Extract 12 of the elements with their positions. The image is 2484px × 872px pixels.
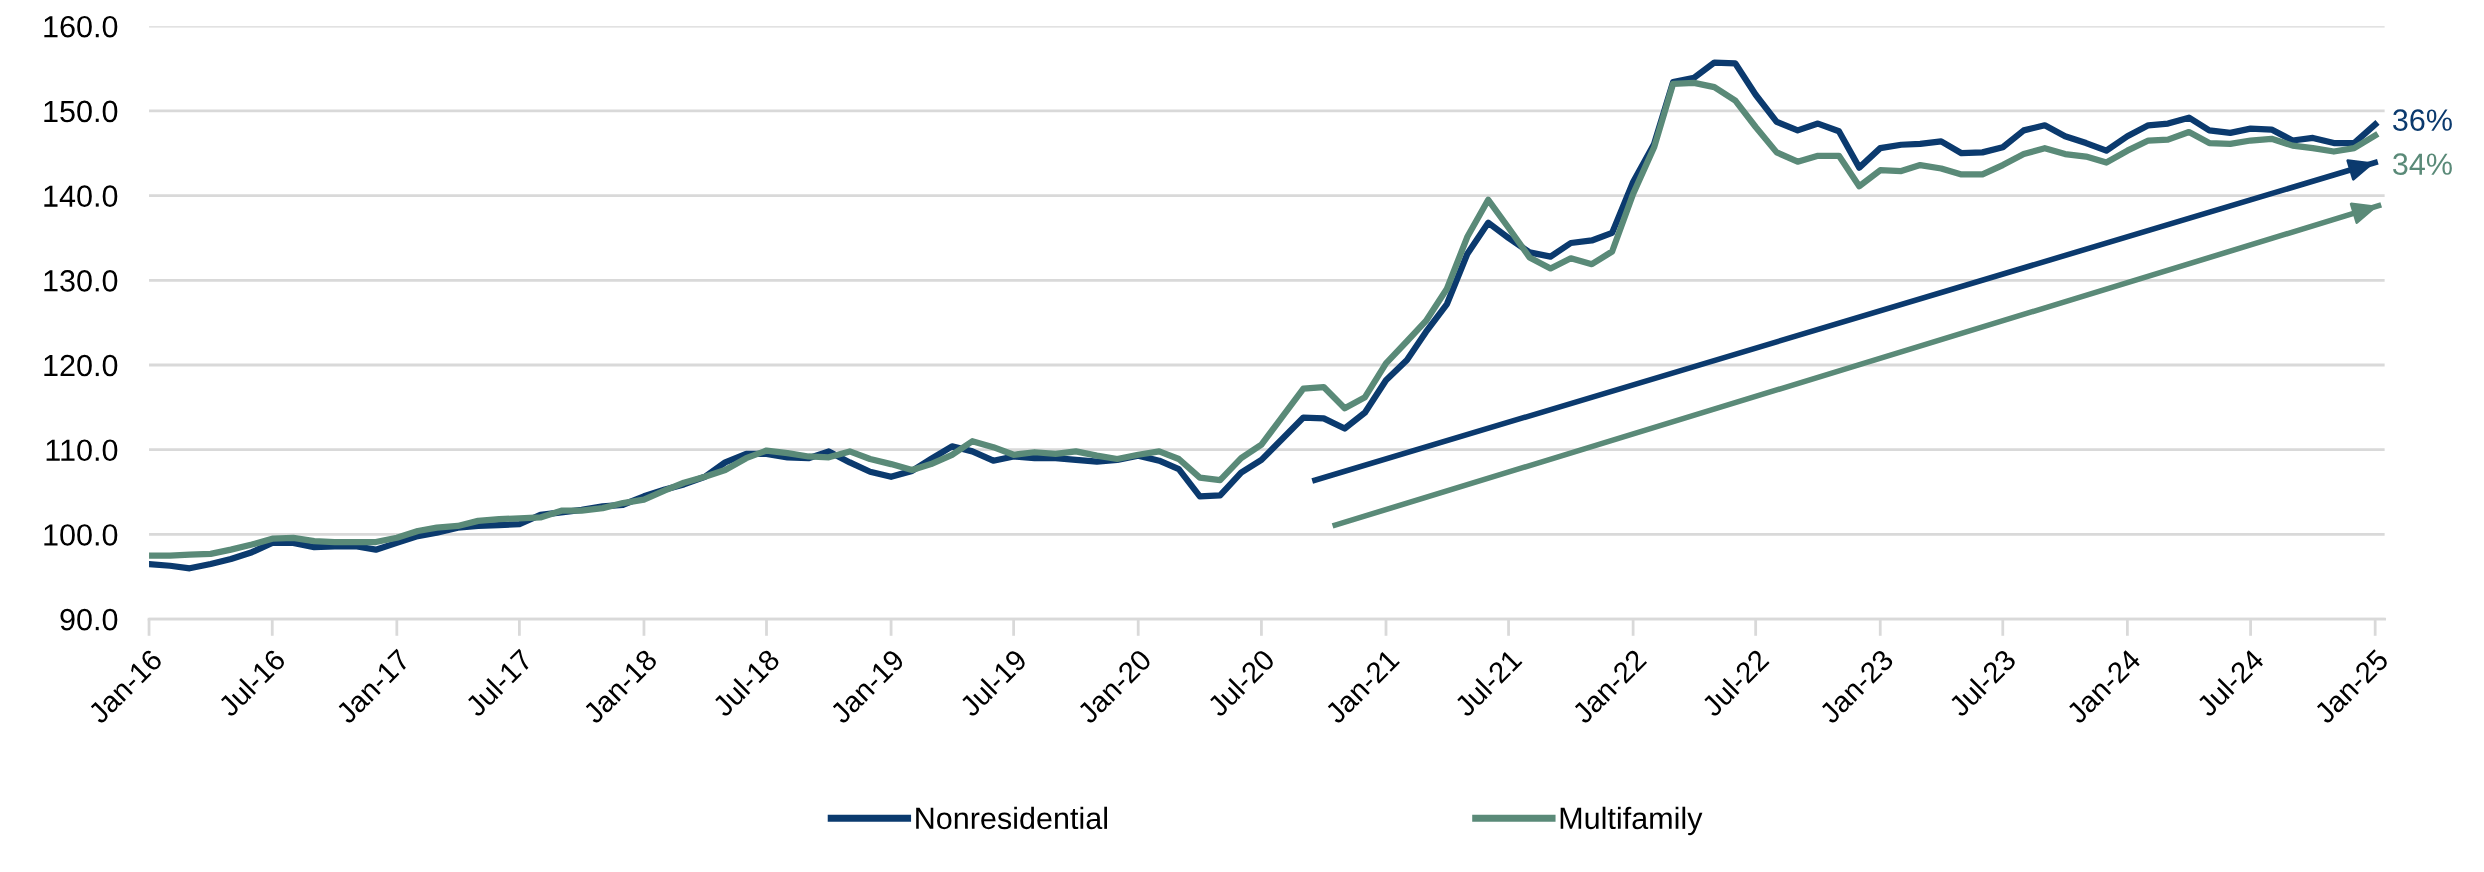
y-tick-label: 100.0 — [44, 524, 118, 546]
legend-label: Nonresidential — [916, 806, 1107, 830]
legend-label: Multifamily — [1560, 806, 1703, 836]
annotation: 34% — [2392, 153, 2452, 175]
y-tick-label: 120.0 — [44, 354, 118, 377]
y-tick-label: 140.0 — [44, 185, 118, 207]
y-tick-label: 150.0 — [44, 100, 118, 123]
annotation: 36% — [2392, 109, 2452, 131]
y-tick-label: 110.0 — [46, 439, 118, 462]
y-tick-label: 90.0 — [60, 608, 118, 631]
y-tick-label: 160.0 — [44, 15, 118, 38]
y-tick-label: 130.0 — [44, 270, 118, 292]
